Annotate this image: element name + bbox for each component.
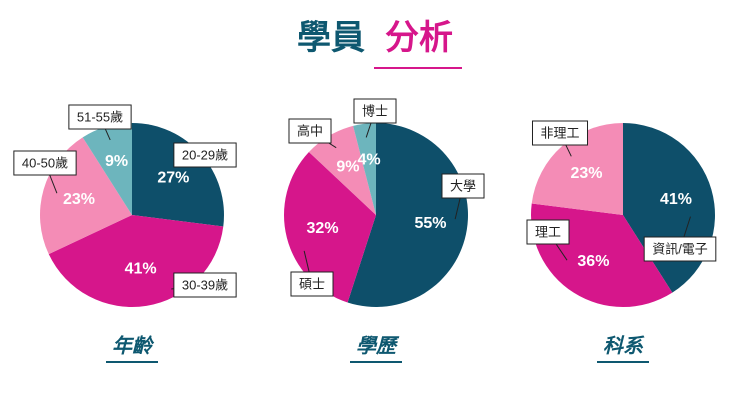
chart-title: 科系: [603, 334, 645, 357]
callout-box: [441, 173, 485, 199]
callout-box: [13, 150, 77, 176]
legend-label: 20-29歲: [182, 147, 228, 162]
value-label: 4%: [358, 151, 381, 168]
value-label: 23%: [63, 191, 95, 208]
legend-label: 碩士: [299, 276, 325, 291]
pie-slice: [308, 125, 376, 215]
legend-label: 大學: [450, 178, 476, 193]
title-part: 分析: [385, 19, 453, 57]
value-label: 23%: [570, 165, 602, 182]
legend-label: 博士: [362, 103, 388, 118]
callout-box: [288, 118, 332, 144]
legend-label: 高中: [297, 123, 323, 138]
value-label: 32%: [307, 220, 339, 237]
value-label: 55%: [415, 215, 447, 232]
chart-title: 學歷: [356, 334, 400, 357]
callout-box: [290, 271, 334, 297]
callout-box: [173, 272, 237, 298]
callout-box: [526, 219, 570, 245]
legend-label: 51-55歲: [77, 109, 123, 124]
legend-label: 資訊/電子: [652, 241, 708, 256]
callout-box: [173, 142, 237, 168]
legend-label: 非理工: [540, 125, 579, 140]
title-part: 學員: [297, 19, 365, 57]
chart-title: 年齡: [112, 334, 155, 357]
legend-label: 理工: [535, 224, 561, 239]
value-label: 41%: [125, 261, 157, 278]
value-label: 36%: [577, 253, 609, 270]
value-label: 41%: [660, 191, 692, 208]
legend-label: 30-39歲: [182, 277, 228, 292]
callout-box: [353, 98, 397, 124]
pie-slice: [353, 123, 376, 215]
pie-slice: [347, 123, 468, 307]
pie-slice: [531, 123, 623, 215]
pie-slice: [82, 123, 132, 215]
callout-box: [531, 120, 589, 146]
callout-box: [68, 104, 132, 130]
legend-label: 40-50歲: [22, 155, 68, 170]
value-label: 27%: [157, 170, 189, 187]
value-label: 9%: [336, 159, 359, 176]
pie-slice: [132, 123, 224, 227]
callout-box: [643, 236, 717, 262]
value-label: 9%: [105, 153, 128, 170]
